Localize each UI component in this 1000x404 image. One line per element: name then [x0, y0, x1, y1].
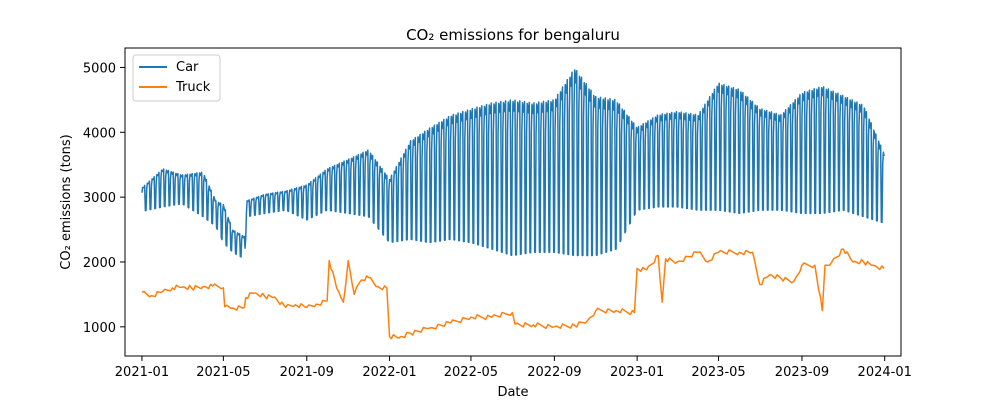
x-axis: 2021-01 2021-05 2021-09 2022-01 2022-05 2022-…: [115, 356, 912, 380]
y-tick-label: 2000: [83, 256, 116, 271]
x-tick-label: 2021-05: [196, 365, 250, 380]
x-tick-label: 2022-09: [527, 365, 581, 380]
legend-label-truck: Truck: [175, 80, 211, 95]
x-tick-label: 2021-01: [115, 365, 169, 380]
y-tick-label: 5000: [83, 61, 116, 76]
x-tick-label: 2023-01: [610, 365, 664, 380]
y-tick-label: 3000: [83, 191, 116, 206]
x-tick-label: 2023-09: [775, 365, 829, 380]
plot-layer: [141, 69, 885, 340]
y-tick-label: 4000: [83, 126, 116, 141]
x-tick-label: 2022-01: [362, 365, 416, 380]
series-line-car: [141, 69, 885, 258]
x-axis-label: Date: [497, 385, 528, 400]
chart-title: CO₂ emissions for bengaluru: [406, 26, 620, 44]
y-axis: 1000 2000 3000 4000 5000: [83, 61, 125, 336]
legend: Car Truck: [132, 54, 221, 102]
x-tick-label: 2023-05: [691, 365, 745, 380]
x-tick-label: 2022-05: [444, 365, 498, 380]
x-tick-label: 2021-09: [280, 365, 334, 380]
y-axis-label: CO₂ emissions (tons): [59, 134, 74, 269]
y-tick-label: 1000: [83, 321, 116, 336]
x-tick-label: 2024-01: [858, 365, 912, 380]
series-line-truck: [141, 248, 885, 340]
legend-label-car: Car: [176, 60, 199, 75]
plot-frame: [124, 47, 902, 357]
